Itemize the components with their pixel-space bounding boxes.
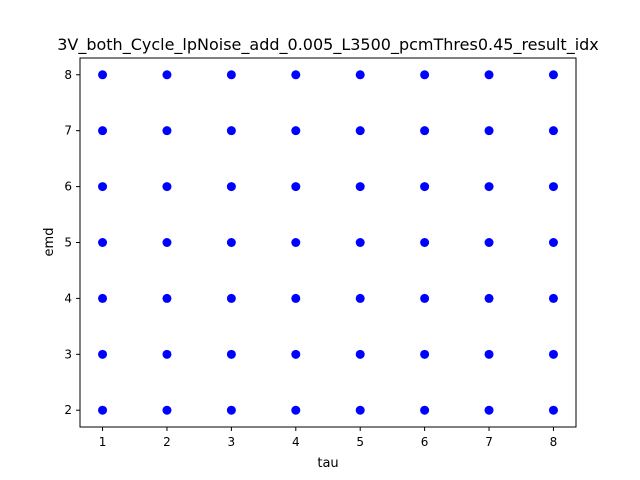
data-point <box>98 238 108 247</box>
data-point <box>226 293 236 303</box>
chart-title: 3V_both_Cycle_lpNoise_add_0.005_L3500_pc… <box>57 35 599 55</box>
y-axis-label: emd <box>42 228 57 257</box>
data-point <box>98 126 108 136</box>
data-point <box>226 70 236 80</box>
data-point <box>291 349 301 359</box>
data-point <box>484 238 494 247</box>
data-point <box>548 238 558 247</box>
data-point <box>98 349 108 359</box>
y-tick-label: 6 <box>64 180 72 194</box>
data-point <box>355 182 365 192</box>
data-point <box>98 405 108 415</box>
data-point <box>420 70 430 80</box>
data-point <box>484 70 494 80</box>
data-point <box>226 126 236 136</box>
data-point <box>484 349 494 359</box>
data-point <box>226 238 236 247</box>
data-point <box>355 126 365 136</box>
data-point <box>420 405 430 415</box>
data-point <box>548 405 558 415</box>
data-point <box>420 349 430 359</box>
y-tick-label: 3 <box>64 347 72 361</box>
data-point <box>484 405 494 415</box>
data-point <box>420 126 430 136</box>
data-point <box>420 182 430 192</box>
y-tick-label: 7 <box>64 124 72 138</box>
data-point <box>162 293 172 303</box>
data-point <box>420 238 430 247</box>
data-point <box>355 405 365 415</box>
data-point <box>291 70 301 80</box>
x-tick-label: 6 <box>421 435 429 449</box>
data-point <box>162 70 172 80</box>
x-tick-label: 3 <box>228 435 236 449</box>
x-tick-label: 2 <box>163 435 171 449</box>
data-point <box>355 70 365 80</box>
data-point <box>226 182 236 192</box>
data-point <box>98 70 108 80</box>
data-point <box>162 405 172 415</box>
x-axis-label: tau <box>317 456 338 471</box>
data-point <box>548 126 558 136</box>
x-tick-label: 8 <box>550 435 558 449</box>
data-point <box>355 238 365 247</box>
data-point <box>291 405 301 415</box>
data-point <box>291 182 301 192</box>
data-point <box>484 293 494 303</box>
data-point <box>291 293 301 303</box>
scatter-points <box>98 70 558 415</box>
data-point <box>420 293 430 303</box>
data-point <box>98 293 108 303</box>
data-point <box>226 349 236 359</box>
x-tick-label: 4 <box>292 435 300 449</box>
y-tick-label: 5 <box>64 236 72 250</box>
data-point <box>162 238 172 247</box>
data-point <box>548 349 558 359</box>
data-point <box>355 349 365 359</box>
data-point <box>162 349 172 359</box>
data-point <box>291 126 301 136</box>
x-tick-label: 5 <box>356 435 364 449</box>
data-point <box>355 293 365 303</box>
data-point <box>484 126 494 136</box>
y-tick-label: 2 <box>64 403 72 417</box>
x-tick-label: 1 <box>99 435 107 449</box>
data-point <box>548 182 558 192</box>
x-tick-label: 7 <box>485 435 493 449</box>
plot-frame <box>79 57 577 428</box>
data-point <box>484 182 494 192</box>
data-point <box>162 182 172 192</box>
data-point <box>162 126 172 136</box>
y-tick-label: 4 <box>64 291 72 305</box>
data-point <box>548 293 558 303</box>
data-point <box>548 70 558 80</box>
x-axis: 1 2 3 4 5 6 7 8 <box>99 427 558 449</box>
data-point <box>98 182 108 192</box>
data-point <box>291 238 301 247</box>
data-point <box>226 405 236 415</box>
y-axis: 2 3 4 5 6 7 8 <box>64 68 80 417</box>
y-tick-label: 8 <box>64 68 72 82</box>
